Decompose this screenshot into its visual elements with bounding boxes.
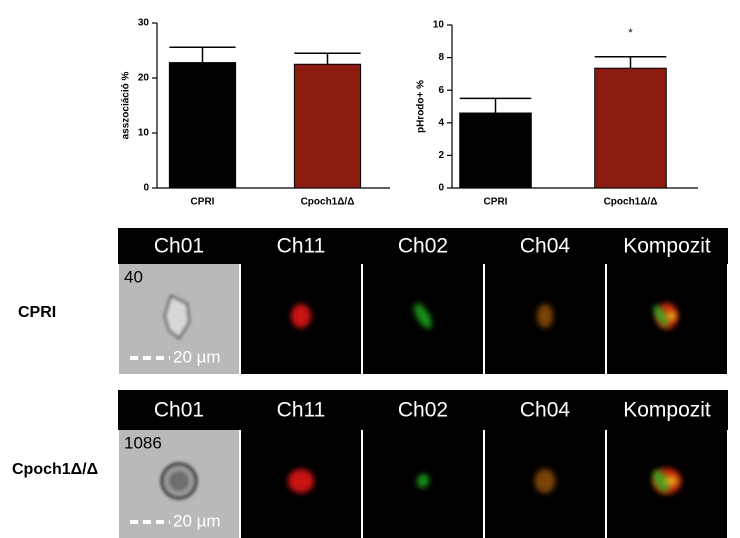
fluorescence <box>291 304 311 328</box>
x-tick-label: CPRI <box>484 197 508 208</box>
fluorescence <box>414 303 432 329</box>
object-id: 1086 <box>124 433 162 452</box>
row-label: CPRI <box>18 304 56 321</box>
channel-header <box>118 228 728 264</box>
fluorescence <box>664 476 678 486</box>
y-tick-label: 10 <box>138 128 150 139</box>
scale-label: 20 µm <box>173 511 221 530</box>
bar <box>594 67 667 189</box>
object-id: 40 <box>124 267 143 286</box>
channel-label: Ch04 <box>520 235 571 258</box>
cell-core <box>169 471 189 491</box>
annotation: * <box>628 27 633 39</box>
y-tick-label: 4 <box>438 117 444 128</box>
y-tick-label: 2 <box>438 150 444 161</box>
bar <box>459 112 532 189</box>
channel-label: Kompozit <box>623 399 711 422</box>
y-tick-label: 6 <box>438 85 444 96</box>
channel-label: Ch02 <box>398 235 448 258</box>
fluorescence <box>537 304 553 328</box>
y-axis-label: asszociáció % <box>121 71 132 139</box>
channel-label: Ch01 <box>154 235 204 258</box>
y-tick-label: 8 <box>438 52 444 63</box>
x-tick-label: Cpoch1Δ/Δ <box>604 197 658 208</box>
bar <box>293 63 362 189</box>
y-axis-label: pHrodo+ % <box>416 80 427 133</box>
y-tick-label: 0 <box>143 183 149 194</box>
channel-label: Ch11 <box>277 235 326 258</box>
channel-header <box>118 390 728 430</box>
cell <box>163 294 191 340</box>
y-tick-label: 0 <box>438 183 444 194</box>
fluorescence <box>652 470 670 492</box>
channel-label: Ch01 <box>154 399 204 422</box>
y-tick-label: 10 <box>433 20 445 31</box>
fluorescence <box>653 305 669 327</box>
fluorescence <box>416 474 430 488</box>
x-tick-label: CPRI <box>191 197 215 208</box>
x-tick-label: Cpoch1Δ/Δ <box>301 197 355 208</box>
channel-label: Kompozit <box>623 235 711 258</box>
row-label: Cpoch1Δ/Δ <box>12 461 98 478</box>
channel-label: Ch11 <box>277 399 326 422</box>
bar <box>168 62 237 189</box>
fluorescence <box>288 469 314 493</box>
y-tick-label: 20 <box>138 73 150 84</box>
fluorescence <box>534 469 556 493</box>
fluorescence <box>666 311 676 321</box>
channel-label: Ch04 <box>520 399 571 422</box>
scale-label: 20 µm <box>173 347 221 366</box>
channel-label: Ch02 <box>398 399 448 422</box>
y-tick-label: 30 <box>138 18 150 29</box>
